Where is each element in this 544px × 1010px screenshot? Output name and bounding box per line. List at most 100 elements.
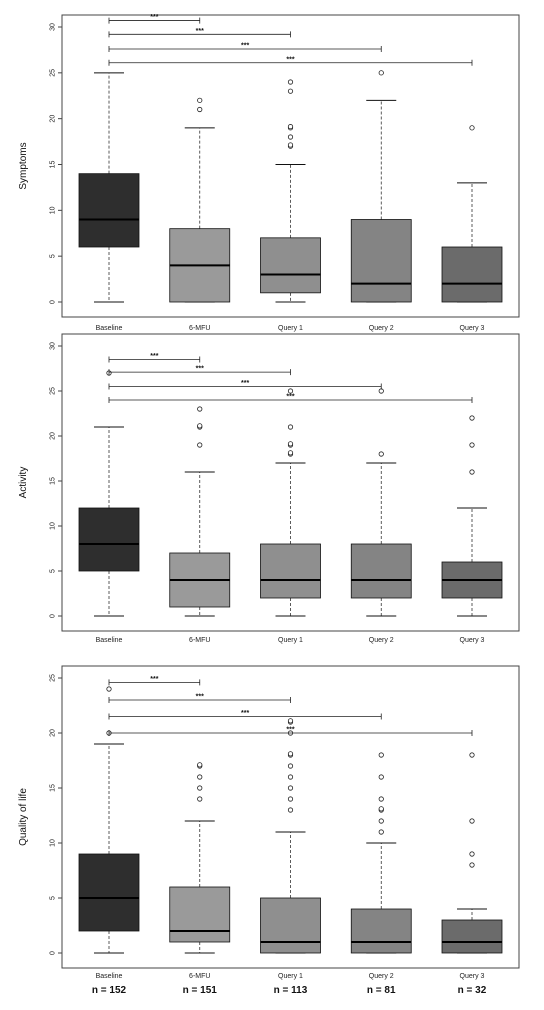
outlier-point	[287, 88, 294, 94]
x-tick-label: Query 1	[278, 325, 303, 332]
significance-bracket: ***	[108, 366, 291, 376]
y-tick-label: 5	[50, 896, 57, 900]
y-tick-label: 0	[50, 614, 57, 618]
iqr-box	[78, 853, 140, 932]
significance-bracket: ***	[108, 394, 473, 403]
outlier-point	[378, 774, 384, 780]
iqr-box	[78, 507, 140, 572]
significance-label: ***	[286, 727, 294, 734]
x-tick-label: Query 2	[369, 325, 394, 332]
significance-bracket: ***	[108, 727, 473, 736]
outlier-point	[378, 752, 384, 758]
outlier-point	[287, 751, 294, 757]
box-6-mfu	[169, 97, 231, 303]
x-tick-label: Query 3	[460, 973, 485, 980]
plot-frame	[61, 14, 520, 318]
box-query-1	[260, 718, 321, 954]
outlier-point	[287, 718, 294, 724]
sample-size-label: n = 32	[458, 985, 487, 996]
y-tick-label: 25	[50, 387, 57, 395]
y-tick-label: 5	[50, 254, 57, 258]
outlier-point	[197, 97, 203, 103]
outlier-point	[287, 763, 294, 769]
significance-label: ***	[150, 14, 158, 21]
box-query-2	[350, 388, 412, 617]
significance-bracket: ***	[108, 710, 382, 720]
iqr-box	[260, 543, 321, 599]
outlier-point	[469, 415, 475, 421]
y-tick-label: 0	[50, 951, 57, 955]
x-tick-label: Baseline	[96, 637, 123, 644]
sample-size-label: n = 113	[274, 985, 308, 996]
outlier-point	[197, 442, 203, 448]
y-axis-label: Quality of life	[18, 788, 29, 846]
y-tick-label: 5	[50, 569, 57, 573]
significance-bracket: ***	[108, 353, 201, 363]
outlier-point	[378, 70, 384, 76]
outlier-point	[469, 125, 475, 131]
box-6-mfu	[169, 406, 231, 617]
outlier-point	[287, 142, 294, 148]
significance-label: ***	[241, 710, 249, 717]
y-tick-label: 0	[50, 300, 57, 304]
outlier-point	[287, 424, 294, 430]
box-query-1	[260, 79, 321, 303]
significance-label: ***	[241, 43, 249, 50]
iqr-box	[441, 246, 503, 303]
iqr-box	[78, 173, 140, 248]
outlier-point	[469, 752, 475, 758]
outlier-point	[469, 442, 475, 448]
iqr-box	[260, 897, 321, 954]
iqr-box	[350, 219, 412, 303]
box-query-2	[350, 70, 412, 303]
y-tick-label: 20	[50, 115, 57, 123]
y-axis-label: Activity	[18, 467, 29, 499]
y-tick-label: 20	[50, 729, 57, 737]
x-tick-label: Query 1	[278, 973, 303, 980]
outlier-point	[287, 807, 294, 813]
sample-size-label: n = 152	[92, 985, 127, 996]
box-query-1	[260, 388, 321, 617]
x-tick-label: 6-MFU	[189, 973, 210, 980]
iqr-box	[350, 543, 412, 599]
outlier-point	[197, 406, 203, 412]
panel-2: 0 5 10 15 20 25 30 Activity Baseline 6-MFU Query 1…	[18, 333, 520, 644]
plot-frame	[61, 333, 520, 632]
significance-label: ***	[241, 380, 249, 387]
significance-bracket: ***	[108, 56, 473, 66]
iqr-box	[350, 908, 412, 954]
outlier-point	[469, 818, 475, 824]
outlier-point	[287, 388, 294, 394]
y-tick-label: 10	[50, 839, 57, 847]
y-tick-label: 30	[50, 342, 57, 350]
box-6-mfu	[169, 762, 231, 954]
y-tick-label: 10	[50, 522, 57, 530]
outlier-point	[197, 796, 203, 802]
y-tick-label: 20	[50, 432, 57, 440]
y-tick-label: 15	[50, 477, 57, 485]
x-tick-label: 6-MFU	[189, 637, 210, 644]
significance-label: ***	[150, 353, 158, 360]
outlier-point	[287, 124, 294, 130]
panel-1: 0 5 10 15 20 25 30 Symptoms Baseline 6-MFU Query 1…	[18, 14, 520, 332]
plot-frame	[61, 665, 520, 969]
significance-label: ***	[150, 676, 158, 683]
x-tick-label: Query 2	[369, 973, 394, 980]
significance-bracket: ***	[108, 28, 291, 38]
box-baseline	[78, 370, 140, 617]
box-baseline	[78, 72, 140, 303]
iqr-box	[441, 919, 503, 954]
outlier-point	[197, 423, 203, 429]
outlier-point	[469, 469, 475, 475]
significance-label: ***	[196, 694, 204, 701]
outlier-point	[469, 862, 475, 868]
box-baseline	[78, 686, 140, 954]
outlier-point	[197, 785, 203, 791]
outlier-point	[197, 774, 203, 780]
x-tick-label: Baseline	[96, 325, 123, 332]
sample-size-label: n = 151	[183, 985, 218, 996]
x-tick-label: Query 1	[278, 637, 303, 644]
y-tick-label: 10	[50, 206, 57, 214]
y-tick-label: 15	[50, 161, 57, 169]
